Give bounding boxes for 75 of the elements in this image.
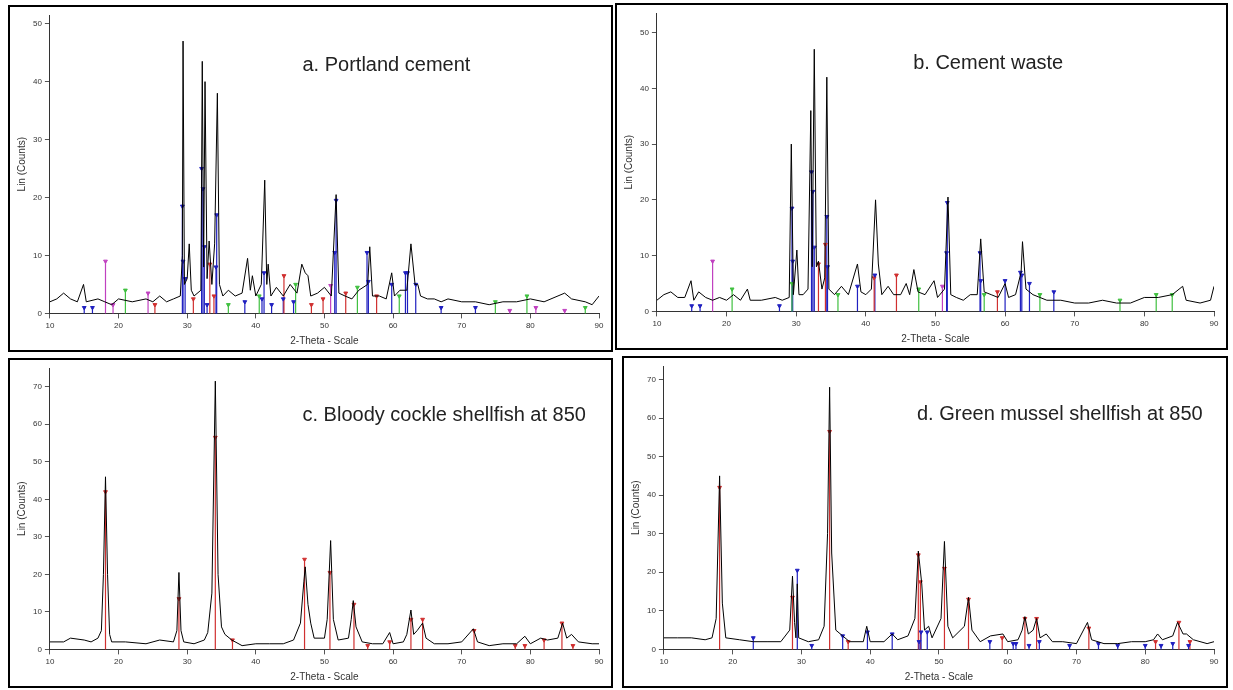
y-tick-label: 0 <box>644 306 650 316</box>
x-tick-label: 40 <box>865 657 876 667</box>
x-tick-label: 80 <box>525 657 536 667</box>
y-tick-label: 10 <box>32 250 43 260</box>
y-axis-title: Lin (Counts) <box>15 136 27 192</box>
y-tick-label: 50 <box>646 451 657 461</box>
x-tick-label: 80 <box>1140 657 1151 667</box>
y-tick-label: 20 <box>32 569 43 579</box>
x-tick-label: 50 <box>320 321 330 331</box>
x-tick-label: 90 <box>594 321 604 331</box>
x-tick-label: 60 <box>388 657 399 667</box>
x-tick-label: 90 <box>1209 319 1219 329</box>
y-axis-title: Lin (Counts) <box>622 134 634 190</box>
y-tick-label: 20 <box>32 192 43 202</box>
x-tick-label: 80 <box>525 321 536 331</box>
x-tick-label: 20 <box>722 319 732 329</box>
x-tick-label: 10 <box>45 321 55 331</box>
x-tick-label: 20 <box>114 321 124 331</box>
y-tick-label: 10 <box>646 606 657 616</box>
y-tick-label: 50 <box>32 457 43 466</box>
y-tick-label: 30 <box>32 134 43 144</box>
y-tick-label: 10 <box>639 250 650 260</box>
x-tick-label: 40 <box>251 321 261 331</box>
x-tick-label: 30 <box>182 657 193 667</box>
x-tick-label: 20 <box>114 657 124 667</box>
x-tick-label: 10 <box>45 657 55 667</box>
x-tick-label: 30 <box>791 319 802 329</box>
x-tick-label: 20 <box>728 657 738 667</box>
text: d. Green mussel shellfish at 850 <box>916 401 1203 424</box>
x-tick-label: 60 <box>1000 319 1011 329</box>
y-tick-label: 0 <box>651 644 657 654</box>
y-axis-title: Lin (Counts) <box>629 480 641 535</box>
x-axis-title: 2-Theta - Scale <box>901 332 971 344</box>
x-tick-label: 70 <box>457 321 467 331</box>
x-axis-title: 2-Theta - Scale <box>290 334 360 346</box>
x-tick-label: 90 <box>594 657 604 667</box>
x-tick-label: 50 <box>931 319 941 329</box>
x-tick-label: 60 <box>388 321 399 331</box>
x-tick-label: 30 <box>796 657 807 667</box>
x-tick-label: 30 <box>182 321 193 331</box>
y-tick-label: 20 <box>639 195 650 205</box>
x-axis-title: 2-Theta - Scale <box>290 670 360 682</box>
y-tick-label: 30 <box>639 139 650 149</box>
y-tick-label: 40 <box>646 490 657 500</box>
x-tick-label: 70 <box>1072 657 1082 667</box>
x-tick-label: 40 <box>861 319 871 329</box>
y-tick-label: 40 <box>639 83 650 93</box>
x-tick-label: 80 <box>1139 319 1150 329</box>
y-tick-label: 60 <box>32 419 43 429</box>
y-tick-label: 20 <box>646 567 657 577</box>
y-tick-label: 30 <box>646 528 657 538</box>
x-tick-label: 40 <box>251 657 261 667</box>
y-tick-label: 40 <box>32 494 43 504</box>
x-tick-label: 70 <box>457 657 467 667</box>
text: a. Portland cement <box>302 53 471 76</box>
x-tick-label: 70 <box>1070 319 1080 329</box>
y-axis-title: Lin (Counts) <box>15 481 27 536</box>
y-tick-label: 50 <box>639 27 650 37</box>
y-tick-label: 30 <box>32 532 43 542</box>
y-tick-label: 0 <box>37 308 43 318</box>
y-tick-label: 50 <box>32 18 43 28</box>
x-tick-label: 60 <box>1003 657 1013 667</box>
y-tick-label: 70 <box>646 374 657 384</box>
text: b. Cement waste <box>913 51 1064 74</box>
x-tick-label: 50 <box>934 657 944 667</box>
x-tick-label: 90 <box>1209 657 1219 667</box>
y-tick-label: 70 <box>32 381 43 391</box>
y-tick-label: 60 <box>646 413 657 423</box>
y-tick-label: 10 <box>32 607 43 617</box>
y-tick-label: 0 <box>37 644 43 654</box>
y-tick-label: 40 <box>32 76 43 86</box>
x-tick-label: 50 <box>320 657 330 667</box>
text: c. Bloody cockle shellfish at 850 <box>302 403 586 426</box>
x-axis-title: 2-Theta - Scale <box>904 670 974 682</box>
x-tick-label: 10 <box>659 657 669 667</box>
